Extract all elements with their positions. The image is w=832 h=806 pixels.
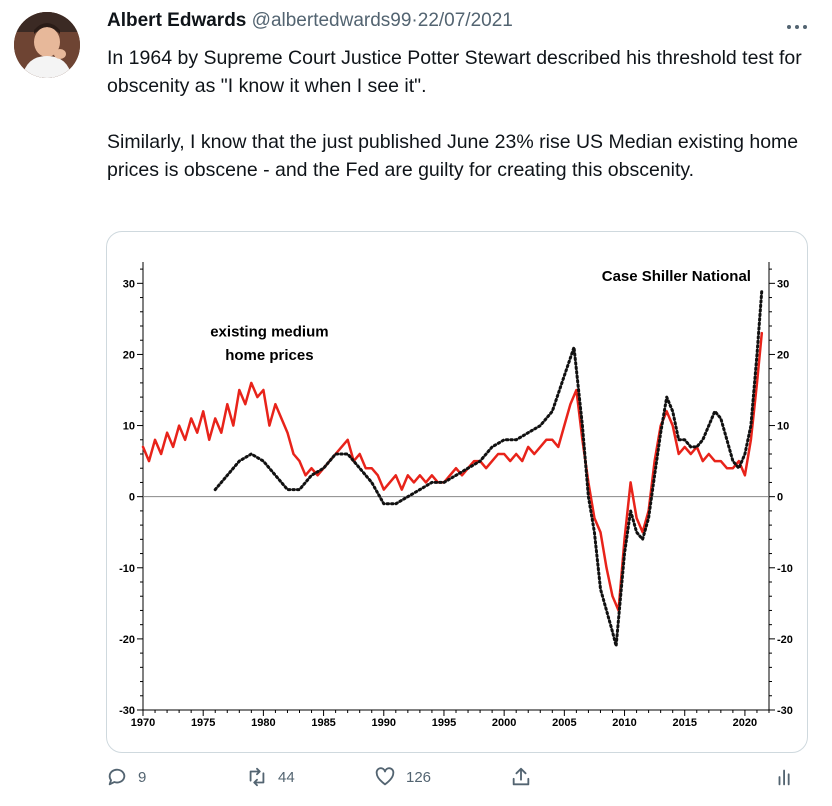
separator-dot: · bbox=[411, 10, 418, 31]
x-tick-label: 2000 bbox=[492, 717, 516, 729]
tweet-date[interactable]: 22/07/2021 bbox=[417, 10, 513, 31]
x-tick-label: 1990 bbox=[372, 717, 396, 729]
tweet-paragraph-1: In 1964 by Supreme Court Justice Potter … bbox=[107, 47, 802, 97]
y-tick-label-right: 0 bbox=[777, 492, 783, 504]
x-tick-label: 1970 bbox=[131, 717, 155, 729]
x-tick-label: 1995 bbox=[432, 717, 456, 729]
y-tick-label-left: 20 bbox=[123, 349, 135, 361]
analytics-icon bbox=[778, 769, 790, 786]
x-tick-label: 2015 bbox=[672, 717, 696, 729]
series-line-1 bbox=[141, 331, 764, 612]
y-tick-label-left: 30 bbox=[123, 278, 135, 290]
y-tick-label-right: 20 bbox=[777, 349, 789, 361]
author-handle[interactable]: @albertedwards99 bbox=[251, 10, 412, 31]
reply-count: 9 bbox=[138, 768, 147, 786]
series-line-2 bbox=[213, 288, 764, 648]
retweet-button[interactable]: 44 bbox=[246, 766, 295, 788]
author-name[interactable]: Albert Edwards bbox=[107, 10, 247, 31]
x-tick-label: 1985 bbox=[311, 717, 335, 729]
x-tick-label: 2020 bbox=[733, 717, 757, 729]
chart-image-card[interactable]: 30 30 20 20 10 10 0 0 -10 -10 -20 -20 -30 -30 1970 1975… bbox=[106, 231, 808, 753]
like-button[interactable]: 126 bbox=[374, 766, 431, 788]
reply-icon bbox=[108, 768, 126, 786]
like-count: 126 bbox=[406, 768, 432, 786]
annotation-existing-line-1: existing medium bbox=[210, 324, 328, 341]
tweet-header: Albert Edwards @albertedwards99·22/07/20… bbox=[107, 10, 513, 32]
y-tick-label-right: -20 bbox=[777, 634, 793, 646]
y-tick-label-left: 0 bbox=[129, 492, 135, 504]
heart-icon bbox=[375, 767, 395, 786]
share-icon bbox=[512, 767, 530, 786]
tweet-text: In 1964 by Supreme Court Justice Potter … bbox=[107, 44, 807, 184]
y-tick-label-left: -10 bbox=[119, 563, 135, 575]
y-tick-label-left: 10 bbox=[123, 421, 135, 433]
x-tick-label: 1980 bbox=[251, 717, 275, 729]
analytics-button[interactable] bbox=[774, 766, 796, 788]
y-tick-label-left: -20 bbox=[119, 634, 135, 646]
x-tick-label: 2005 bbox=[552, 717, 576, 729]
annotation-existing-line-2: home prices bbox=[225, 347, 313, 364]
y-tick-label-right: -10 bbox=[777, 563, 793, 575]
avatar[interactable] bbox=[14, 12, 80, 78]
share-button[interactable] bbox=[510, 766, 532, 788]
y-tick-label-left: -30 bbox=[119, 705, 135, 717]
y-tick-label-right: 10 bbox=[777, 421, 789, 433]
retweet-count: 44 bbox=[278, 768, 295, 786]
annotation-case-shiller: Case Shiller National bbox=[602, 268, 751, 285]
tweet-actions: 9 44 126 bbox=[106, 766, 806, 794]
x-tick-label: 2010 bbox=[612, 717, 636, 729]
reply-button[interactable]: 9 bbox=[106, 766, 146, 788]
ellipsis-icon[interactable] bbox=[786, 14, 808, 37]
y-tick-label-right: -30 bbox=[777, 705, 793, 717]
y-tick-label-right: 30 bbox=[777, 278, 789, 290]
x-tick-label: 1975 bbox=[191, 717, 215, 729]
chart-series bbox=[141, 288, 764, 648]
tweet-paragraph-2: Similarly, I know that the just publishe… bbox=[107, 131, 799, 181]
avatar-image bbox=[14, 12, 80, 78]
chart-axes bbox=[137, 262, 775, 716]
retweet-icon bbox=[249, 767, 265, 787]
